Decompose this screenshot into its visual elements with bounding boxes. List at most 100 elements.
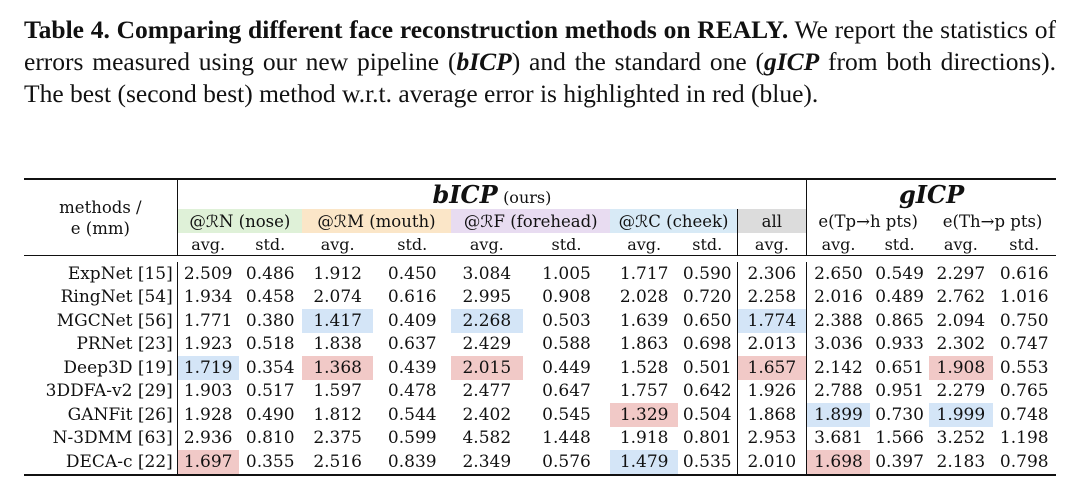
cell: 1.928 (176, 403, 239, 427)
table-row: DECA-c [22] 1.697 0.355 2.516 0.839 2.34… (24, 450, 1056, 476)
cell: 2.302 (936, 334, 986, 355)
cell: 2.477 (462, 381, 512, 402)
cell: 1.717 (619, 263, 669, 284)
gicp-dir-h2p-header: e(Th→p pts) (942, 211, 1043, 231)
caption-text-1: We report the statistics of errors measu… (24, 15, 1056, 76)
cell: 0.503 (542, 310, 591, 331)
cell: 3.084 (462, 263, 512, 284)
caption-gicp: gICP (763, 47, 820, 76)
cell: 0.698 (682, 334, 732, 355)
cell: 0.504 (682, 404, 732, 425)
method-name: ExpNet [15] (67, 263, 173, 284)
second-best-cell: 1.719 (176, 356, 239, 380)
cell: 2.258 (736, 285, 807, 309)
cell: 2.650 (806, 262, 870, 286)
best-cell: 1.657 (736, 356, 807, 380)
table-row: ExpNet [15] 2.509 0.486 1.912 0.450 3.08… (24, 262, 1056, 286)
second-best-cell: 2.268 (451, 309, 523, 333)
cell: 0.810 (245, 428, 295, 449)
subheader-avg: avg. (469, 234, 504, 254)
cell: 2.995 (462, 287, 512, 308)
cell: 1.566 (875, 428, 924, 449)
bicp-title: bICP (432, 180, 498, 209)
cell: 2.013 (736, 332, 807, 356)
caption-text-3: from both directions). The best (second … (24, 47, 1056, 108)
cell: 0.576 (522, 450, 611, 476)
cell: 2.279 (936, 381, 986, 402)
cell: 0.933 (875, 334, 924, 355)
cell: 4.582 (462, 428, 512, 449)
cell: 0.490 (245, 404, 295, 425)
cell: 0.590 (682, 263, 732, 284)
second-best-cell: 1.479 (610, 450, 678, 476)
cell: 3.036 (806, 332, 870, 356)
cell: 0.798 (992, 450, 1056, 476)
table-row: Deep3D [19] 1.719 0.354 1.368 0.439 2.01… (24, 356, 1056, 380)
cell: 0.450 (387, 263, 437, 284)
cell: 0.730 (875, 404, 924, 425)
cell: 1.912 (313, 263, 362, 284)
cell: 1.016 (999, 287, 1049, 308)
cell: 2.509 (176, 262, 239, 286)
cell: 0.439 (387, 357, 437, 378)
subheader-std: std. (255, 234, 286, 254)
best-cell: 1.908 (929, 356, 993, 380)
cell: 0.544 (387, 404, 437, 425)
cell: 2.297 (936, 263, 986, 284)
cell: 0.599 (387, 428, 437, 449)
cell: 1.005 (542, 263, 591, 284)
cell: 0.750 (999, 310, 1049, 331)
bicp-group-header: bICP (ours) (176, 178, 807, 209)
method-name: 3DDFA-v2 [29] (45, 381, 173, 402)
method-name: N-3DMM [63] (52, 428, 173, 449)
cell: 0.501 (682, 357, 732, 378)
cell: 0.355 (238, 450, 302, 476)
best-cell: 1.697 (176, 450, 239, 476)
cell: 0.458 (245, 287, 295, 308)
method-name: Deep3D [19] (63, 357, 173, 378)
methods-label: methods / (59, 197, 142, 217)
cell: 1.448 (542, 428, 591, 449)
cell: 2.788 (806, 379, 870, 403)
cell: 2.094 (936, 310, 986, 331)
cell: 0.535 (677, 450, 738, 476)
gicp-title: gICP (898, 180, 965, 209)
cell: 0.865 (875, 310, 924, 331)
cell: 0.765 (999, 381, 1049, 402)
subheader-avg: avg. (627, 234, 662, 254)
bicp-note: (ours) (503, 188, 552, 207)
cell: 0.553 (999, 357, 1049, 378)
cell: 0.747 (999, 334, 1049, 355)
second-best-cell: 1.899 (806, 403, 870, 427)
subheader-std: std. (551, 234, 582, 254)
cell: 0.651 (875, 357, 924, 378)
cell: 1.757 (619, 381, 669, 402)
cell: 2.388 (806, 309, 870, 333)
region-forehead-header: @ℛF (forehead) (451, 209, 611, 233)
cell: 2.429 (462, 334, 512, 355)
cell: 0.642 (682, 381, 732, 402)
subheader-std: std. (692, 234, 723, 254)
table-row: GANFit [26] 1.928 0.490 1.812 0.544 2.40… (24, 403, 1056, 427)
table-caption: Table 4. Comparing different face recons… (24, 14, 1056, 110)
cell: 1.597 (313, 381, 362, 402)
method-name: RingNet [54] (60, 287, 173, 308)
cell: 0.588 (542, 334, 591, 355)
table-row: N-3DMM [63] 2.936 0.810 2.375 0.599 4.58… (24, 426, 1056, 450)
method-name: GANFit [26] (67, 404, 173, 425)
cell: 2.516 (301, 450, 374, 476)
cell: 1.198 (999, 428, 1049, 449)
cell: 0.545 (542, 404, 591, 425)
method-name: PRNet [23] (76, 334, 173, 355)
cell: 0.380 (245, 310, 295, 331)
subheader-avg: avg. (806, 233, 870, 256)
gicp-dir-p2h-header: e(Tp→h pts) (806, 209, 930, 233)
best-cell: 1.368 (301, 356, 374, 380)
cell: 2.074 (313, 287, 362, 308)
cell: 0.517 (245, 381, 295, 402)
best-cell: 2.015 (451, 356, 523, 380)
method-name: DECA-c [22] (24, 450, 178, 476)
table-row: RingNet [54] 1.934 0.458 2.074 0.616 2.9… (24, 285, 1056, 309)
cell: 1.868 (736, 403, 807, 427)
